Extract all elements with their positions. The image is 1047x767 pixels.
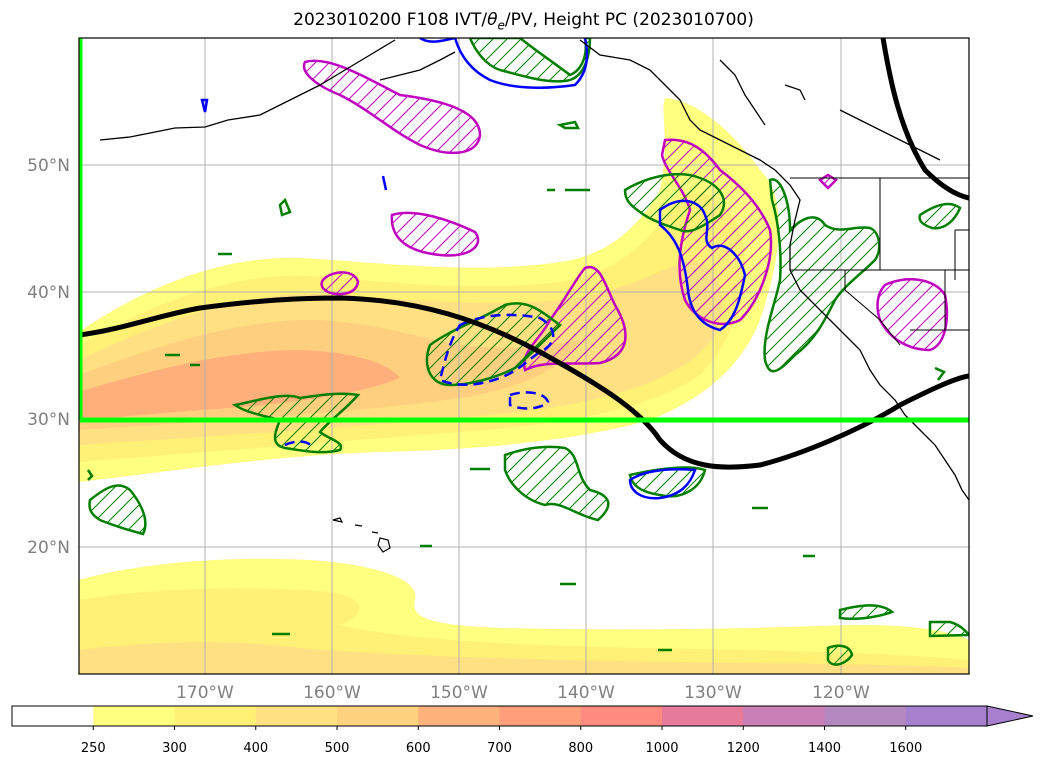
ivt-band-south-400: [79, 642, 969, 674]
colorbar-tick-label: 800: [568, 741, 593, 756]
colorbar-segment: [743, 706, 825, 726]
domain-box: [79, 38, 969, 423]
lon-label-140: 140°W: [557, 683, 615, 703]
title-prefix: 2023010200 F108 IVT/: [293, 10, 488, 30]
lon-label-150: 150°W: [430, 683, 488, 703]
lon-label-130: 130°W: [684, 683, 742, 703]
colorbar-segment: [824, 706, 907, 726]
colorbar: 250 300 400 500 600 700 800 1000 1200 1400 1600: [11, 705, 1034, 756]
lat-axis: 50°N 40°N 30°N 20°N: [27, 156, 70, 558]
blue-contour-north: [419, 38, 589, 89]
colorbar-segment: [662, 706, 744, 726]
colorbar-extend-arrow: [986, 705, 1034, 727]
theta-region-west: [231, 392, 361, 454]
colorbar-tick-label: 1200: [727, 741, 760, 756]
coastlines: [99, 39, 969, 501]
theta-region-center: [425, 302, 562, 387]
colorbar-tick-label: 600: [406, 741, 431, 756]
hawaii-islands: [332, 517, 391, 553]
blue-contours: [200, 38, 747, 500]
theta-region-south: [503, 445, 610, 522]
lat-label-50: 50°N: [27, 156, 70, 176]
ivt-band-600: [79, 350, 400, 420]
blue-contour-west: [284, 440, 314, 449]
lon-axis: 170°W 160°W 150°W 140°W 130°W 120°W: [176, 683, 870, 703]
map-title: 2023010200 F108 IVT/θe/PV, Height PC (20…: [0, 10, 1047, 32]
height-contour-ne: [880, 38, 969, 201]
colorbar-segment: [337, 706, 419, 726]
lon-label-170: 170°W: [176, 683, 234, 703]
colorbar-tick-label: 1400: [808, 741, 841, 756]
colorbar-segment: [499, 706, 582, 726]
blue-contour-tiny2: [381, 175, 388, 191]
blue-contour-coast: [658, 199, 747, 332]
blue-contour-center2: [508, 391, 550, 410]
colorbar-segment: [905, 706, 988, 726]
colorbar-tick-label: 1600: [889, 741, 922, 756]
colorbar-tick-label: 1000: [645, 741, 678, 756]
colorbar-tick-label: 250: [81, 741, 106, 756]
height-contour-main: [79, 295, 969, 470]
title-suffix: /PV, Height PC (2023010700): [504, 10, 754, 30]
map-panel: [79, 38, 969, 674]
colorbar-segment: [255, 706, 338, 726]
pv-region-north: [302, 59, 482, 155]
pv-region-east: [876, 278, 949, 352]
lon-label-160: 160°W: [303, 683, 361, 703]
colorbar-segment: [580, 706, 663, 726]
blue-contour-south: [628, 468, 697, 500]
colorbar-tick-label: 400: [243, 741, 268, 756]
theta-region-east: [918, 202, 962, 230]
colorbar-segment: [12, 706, 94, 726]
theta-regions: [88, 38, 969, 666]
lat-label-40: 40°N: [27, 283, 70, 303]
colorbar-tick-label: 300: [162, 741, 187, 756]
map-frame: [78, 37, 970, 675]
pv-region-mid: [390, 211, 480, 257]
title-theta-sub: e: [497, 18, 505, 33]
theta-fragments: [86, 120, 946, 652]
lat-label-20: 20°N: [27, 538, 70, 558]
pv-region-small: [320, 271, 360, 296]
title-theta: θ: [487, 10, 498, 30]
colorbar-tick-label: 700: [487, 741, 512, 756]
lat-label-30: 30°N: [27, 410, 70, 430]
borders: [790, 177, 969, 346]
theta-region-se3: [826, 644, 854, 666]
colorbar-segment: [174, 706, 257, 726]
blue-contour-tiny: [200, 98, 209, 113]
blue-contour-center: [438, 313, 555, 386]
theta-region-west-edge: [88, 484, 147, 536]
colorbar-tick-label: 500: [325, 741, 350, 756]
lon-label-120: 120°W: [812, 683, 870, 703]
colorbar-segment: [418, 706, 500, 726]
colorbar-segment: [93, 706, 175, 726]
theta-region-se: [838, 604, 895, 620]
